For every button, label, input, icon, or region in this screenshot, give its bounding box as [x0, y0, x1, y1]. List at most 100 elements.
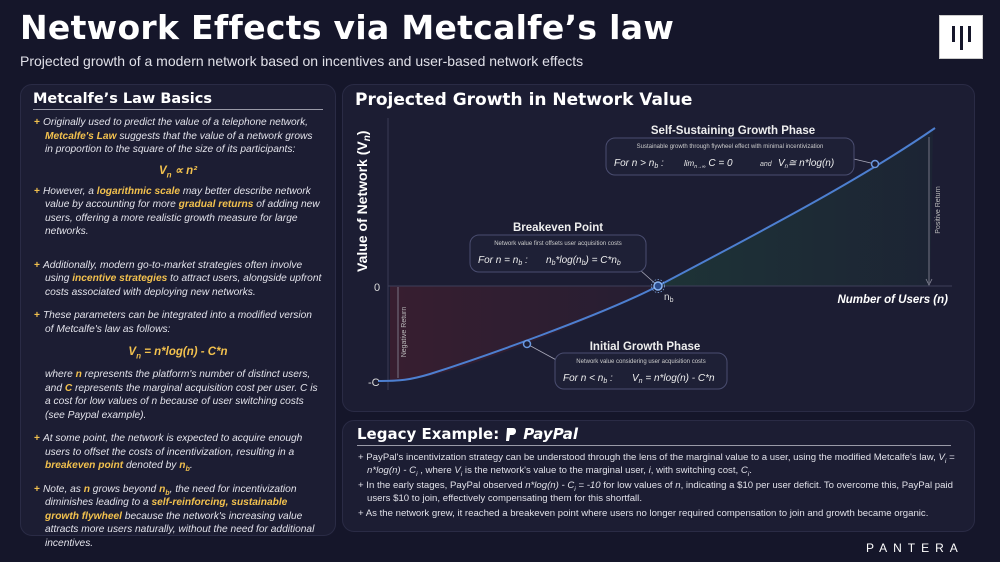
text-segment: n — [166, 169, 172, 179]
svg-text:For n = nb :: For n = nb : — [478, 255, 528, 267]
page-subtitle: Projected growth of a modern network bas… — [20, 53, 584, 69]
text-segment: i — [944, 457, 947, 465]
svg-text:Breakeven Point: Breakeven Point — [513, 222, 603, 234]
text-segment: . — [749, 464, 752, 476]
text-segment: V — [158, 164, 167, 177]
text-segment: where — [45, 369, 76, 380]
svg-text:Vn = n*log(n) - C*n: Vn = n*log(n) - C*n — [632, 373, 715, 385]
text-segment: , with switching cost, — [650, 464, 741, 476]
svg-text:Initial Growth Phase: Initial Growth Phase — [590, 341, 701, 353]
plus-icon: + — [34, 185, 40, 197]
svg-text:For n > nb :: For n > nb : — [614, 158, 664, 170]
plus-icon: + — [34, 310, 40, 321]
where-text: where n represents the platform's number… — [33, 368, 323, 422]
text-segment: n*log(n) - C — [525, 480, 575, 491]
text-segment: PayPal's incentivization strategy can be… — [366, 452, 939, 463]
highlight-text: n — [179, 460, 186, 471]
highlight-text: n — [83, 483, 90, 495]
metcalfe-basics-panel: Metcalfe’s Law Basics + Originally used t… — [20, 84, 336, 549]
plus-icon: + — [358, 452, 367, 463]
svg-text:Vn≅ n*log(n): Vn≅ n*log(n) — [778, 158, 834, 170]
plus-icon: + — [34, 483, 40, 495]
highlight-text: b — [185, 465, 190, 474]
text-segment: n — [675, 480, 681, 491]
text-segment: Note, as — [42, 483, 84, 495]
text-segment: for low values of — [600, 480, 676, 491]
bullet: + These parameters can be integrated into… — [33, 309, 323, 336]
text-segment: grows beyond — [89, 483, 160, 495]
formula-modified: Vn = n*log(n) - C*n — [33, 346, 323, 361]
svg-text:Sustainable growth through fly: Sustainable growth through flywheel effe… — [637, 144, 824, 150]
highlight-text: n — [159, 483, 166, 495]
text-segment: i — [460, 470, 463, 478]
pantera-wordmark: PANTERA — [866, 541, 964, 555]
initial-growth-point — [522, 339, 532, 349]
self-sustaining-point — [870, 159, 880, 169]
highlight-text: logarithmic scale — [96, 185, 180, 197]
svg-text:and: and — [760, 161, 773, 168]
breakeven-annotation: Breakeven Point Network value first offs… — [469, 222, 647, 273]
text-segment: Additionally, modern go-to-market strate… — [42, 259, 303, 285]
text-segment: = -10 — [575, 480, 601, 491]
highlight-text: n — [75, 369, 82, 380]
text-segment: However, a — [42, 185, 97, 197]
text-segment: represents the platform's number of dist… — [45, 369, 311, 394]
y-tick-minus-c: -C — [368, 377, 380, 389]
negative-return-label: Negative Return — [401, 307, 408, 358]
bullet: + Originally used to predict the value of… — [33, 116, 323, 157]
text-segment: i — [574, 485, 576, 493]
text-segment: C — [740, 464, 748, 476]
x-axis-label: Number of Users (n) — [837, 294, 948, 306]
highlight-text: b — [165, 488, 170, 497]
text-segment: of adding new users, offering a more rea… — [45, 199, 320, 237]
bullet: + In the early stages, PayPal observed n… — [357, 480, 960, 505]
bullet: + PayPal's incentivization strategy can … — [357, 452, 960, 477]
section-heading: Metcalfe’s Law Basics — [33, 91, 323, 110]
svg-text:limn→∞ C = 0: limn→∞ C = 0 — [684, 158, 733, 170]
highlight-text: breakeven point — [45, 460, 124, 471]
plus-icon: + — [34, 117, 40, 128]
text-segment: suggests that the value of a network gro… — [45, 130, 313, 156]
text-segment: These parameters can be integrated into … — [42, 310, 312, 335]
text-segment: V — [128, 346, 137, 358]
text-segment: V — [938, 452, 945, 463]
text-segment: V — [454, 464, 461, 476]
svg-text:Self-Sustaining Growth Phase: Self-Sustaining Growth Phase — [651, 125, 815, 137]
svg-text:Network value first offsets us: Network value first offsets user acquisi… — [494, 241, 622, 247]
text-segment: i — [648, 464, 651, 476]
text-segment: n — [136, 351, 142, 361]
paypal-logo-icon — [506, 427, 517, 441]
positive-return-area — [658, 130, 933, 286]
bullet: + As the network grew, it reached a brea… — [357, 508, 960, 521]
chart-title: Projected Growth in Network Value — [355, 90, 693, 110]
pantera-logo-icon — [939, 15, 983, 59]
text-segment: In the early stages, PayPal observed — [366, 480, 526, 491]
text-segment: , the need for incentivization diminishe… — [45, 483, 297, 509]
text-segment: denoted by — [123, 460, 180, 471]
text-segment: . — [189, 460, 193, 471]
paypal-brand: PayPal — [523, 425, 578, 443]
bullet: + Note, as n grows beyond nb, the need fo… — [33, 483, 323, 551]
svg-text:For n < nb :: For n < nb : — [563, 373, 613, 385]
y-axis-label: Value of Network (Vn) — [354, 131, 373, 272]
text-segment: i — [416, 470, 418, 478]
plus-icon: + — [358, 480, 367, 491]
legacy-heading: Legacy Example: PayPal — [357, 425, 951, 446]
plus-icon: + — [358, 508, 366, 519]
text-segment: At some point, the network is expected t… — [42, 433, 303, 458]
highlight-text: C — [64, 382, 73, 394]
breakeven-tick: nb — [664, 292, 674, 304]
network-value-curve — [377, 127, 936, 382]
legacy-example-panel: Legacy Example: PayPal + PayPal's incent… — [342, 420, 975, 532]
text-segment: is the network's value to the marginal u… — [462, 464, 649, 476]
initial-growth-annotation: Initial Growth Phase Network value consi… — [554, 341, 728, 390]
bullet: + At some point, the network is expected … — [33, 432, 323, 473]
text-segment: because the network's increasing value a… — [45, 510, 315, 549]
text-segment: may better describe network value by acc… — [45, 185, 311, 211]
text-segment: , where — [417, 464, 455, 476]
highlight-text: gradual returns — [178, 199, 254, 210]
formula-metcalfe: Vn ∝ n² — [33, 163, 323, 179]
plus-icon: + — [34, 259, 40, 271]
highlight-text: Metcalfe's Law — [45, 130, 117, 142]
